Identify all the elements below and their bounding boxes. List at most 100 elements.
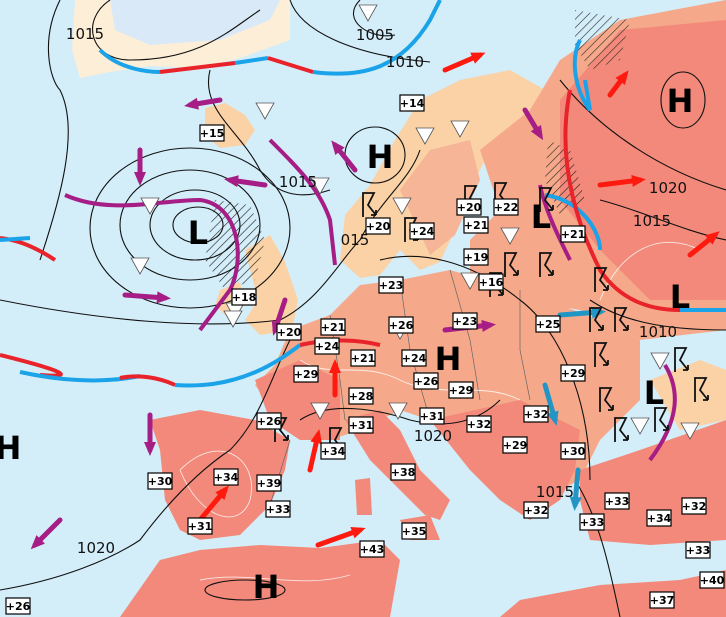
shower-triangle-icon: [415, 127, 435, 145]
occ-airflow-arrow-icon: [224, 175, 268, 188]
warm-airflow-arrow-icon: [197, 485, 229, 523]
svg-text:+26: +26: [389, 319, 414, 332]
russia-hot: [560, 20, 726, 300]
occluded-front: [538, 184, 572, 261]
svg-text:+33: +33: [686, 544, 711, 557]
thunderstorm-icon: [614, 307, 629, 332]
svg-text:+20: +20: [366, 220, 391, 233]
warm-airflow-arrow-icon: [597, 175, 646, 188]
svg-text:+29: +29: [561, 367, 586, 380]
isobar-label: 1015: [536, 483, 574, 501]
warm-airflow-arrow-icon: [329, 359, 341, 398]
thunderstorm-icon: [674, 347, 689, 372]
isobar-label: 1020: [414, 427, 452, 445]
shower-triangle-icon: [500, 227, 520, 245]
shower-triangle-icon: [460, 272, 480, 290]
svg-text:+30: +30: [561, 445, 586, 458]
svg-text:+31: +31: [420, 410, 445, 423]
temperature-label: +24: [401, 349, 427, 367]
occ-airflow-arrow-icon: [522, 107, 544, 141]
svg-text:+34: +34: [647, 512, 672, 525]
svg-text:+32: +32: [682, 500, 707, 513]
shower-triangle-icon: [392, 197, 412, 215]
middle-east: [500, 570, 726, 617]
temperature-label: +29: [502, 436, 528, 454]
svg-text:+26: +26: [414, 375, 439, 388]
precipitation-hatch: [205, 200, 265, 290]
svg-text:+20: +20: [277, 326, 302, 339]
high-pressure-center: H: [0, 429, 21, 467]
temperature-label: +29: [560, 364, 586, 382]
pressure-centers: H H L L L L H H H: [0, 82, 693, 606]
isobar-label: 1005: [356, 26, 394, 44]
isobar-label: 1020: [649, 179, 687, 197]
temperature-label: +19: [463, 248, 489, 266]
temperature-label: +34: [213, 468, 239, 486]
shower-triangle-icon: [358, 4, 378, 22]
temperature-label: +34: [320, 442, 346, 460]
temperature-label: +33: [579, 513, 605, 531]
temperature-label: +21: [463, 216, 489, 234]
temperature-label: +21: [560, 225, 586, 243]
warm-airflow-arrow-icon: [307, 429, 323, 473]
svg-text:+43: +43: [360, 543, 385, 556]
temperature-label: +15: [199, 124, 225, 142]
temperature-label: +28: [348, 387, 374, 405]
temperature-label: +21: [350, 349, 376, 367]
temperature-label: +31: [187, 517, 213, 535]
occ-airflow-arrow-icon: [184, 97, 223, 110]
thunderstorm-icon: [539, 252, 554, 277]
svg-text:+35: +35: [402, 525, 427, 538]
shower-triangle-icon: [680, 422, 700, 440]
warm-front: [159, 61, 236, 74]
shower-triangle-icon: [255, 102, 275, 120]
temperature-label: +20: [276, 323, 302, 341]
warm-airflow-arrow-icon: [442, 52, 486, 73]
occ-airflow-arrow-icon: [144, 412, 156, 456]
thunderstorm-icon: [594, 267, 609, 292]
isobar-labels: 1015 1005 1010 1015 1020 1015 1010 1020 1020 1015…: [66, 25, 687, 557]
warm-front: [563, 89, 681, 312]
thunderstorm-icon: [589, 307, 604, 332]
cold-airflow-arrow-icon: [542, 382, 559, 426]
cold-front: [572, 39, 592, 112]
svg-text:+18: +18: [232, 291, 257, 304]
warm-airflow-arrow-icon: [315, 527, 366, 548]
low-pressure-center: L: [188, 214, 208, 252]
temperature-label: +20: [456, 198, 482, 216]
svg-text:+34: +34: [321, 445, 346, 458]
cold-front: [312, 0, 442, 76]
svg-text:+21: +21: [464, 219, 489, 232]
warm-front: [267, 56, 314, 74]
thunderstorm-icon: [654, 407, 669, 432]
temperature-label: +35: [401, 522, 427, 540]
occluded-front: [648, 363, 677, 462]
temperature-label: +37: [649, 591, 675, 609]
temperature-label: +30: [147, 472, 173, 490]
svg-text:+29: +29: [503, 439, 528, 452]
svg-text:+32: +32: [467, 418, 492, 431]
shower-triangle-icon: [630, 417, 650, 435]
occ-airflow-arrow-icon: [122, 291, 171, 304]
low-pressure-center: L: [644, 374, 664, 412]
temperature-label: +29: [293, 365, 319, 383]
isobar-label: 1015: [633, 212, 671, 230]
svg-text:+20: +20: [457, 201, 482, 214]
isobar-label: 1010: [386, 53, 424, 71]
isobar-label: 1020: [77, 539, 115, 557]
svg-text:+33: +33: [605, 495, 630, 508]
weather-symbols: [130, 4, 709, 452]
isobar-label: 1010: [639, 323, 677, 341]
thunderstorm-icon: [599, 387, 614, 412]
svg-text:+33: +33: [580, 516, 605, 529]
temperature-label: +32: [523, 501, 549, 519]
svg-text:+24: +24: [410, 225, 435, 238]
thunderstorm-icon: [694, 377, 709, 402]
temperature-label: +31: [419, 407, 445, 425]
svg-text:+14: +14: [400, 97, 425, 110]
isobar-label: 1015: [279, 173, 317, 191]
temperature-label: +26: [5, 597, 31, 615]
warm-front: [299, 338, 381, 347]
